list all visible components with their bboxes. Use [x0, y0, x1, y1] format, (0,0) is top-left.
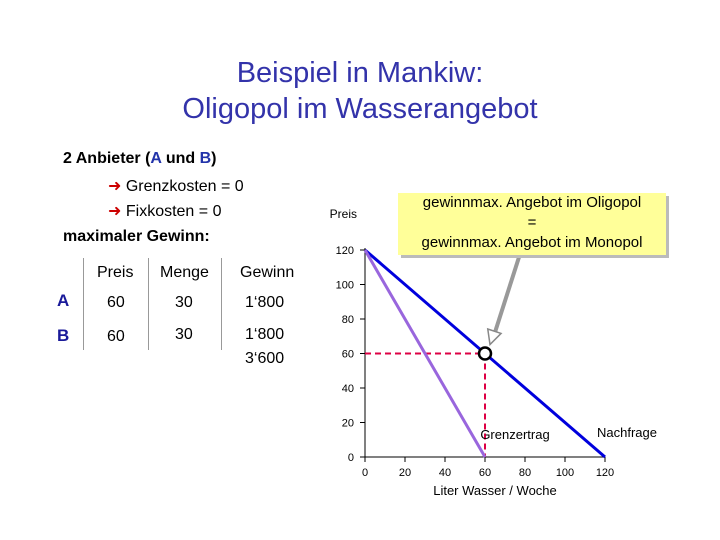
- table-total-gewinn: 3‘600: [245, 350, 285, 367]
- firm-b-label: B: [199, 150, 212, 167]
- arrow-right-icon: ➜: [108, 178, 122, 195]
- arrow-right-icon: ➜: [108, 203, 122, 220]
- table-cell-gewinn: 1‘800: [245, 294, 285, 311]
- x-tick-label: 120: [596, 467, 614, 479]
- slide-title: Beispiel in Mankiw: Oligopol im Wasseran…: [0, 55, 720, 127]
- y-tick-label: 120: [336, 245, 354, 257]
- marginal-revenue-label: Grenzertrag: [480, 427, 549, 442]
- intro-line-1: 2 Anbieter (A und B): [63, 150, 217, 167]
- callout-arrow: [486, 253, 522, 347]
- x-tick-label: 40: [439, 467, 451, 479]
- table-divider: [148, 258, 149, 350]
- table-divider: [221, 258, 222, 350]
- table-row-firm: B: [57, 326, 70, 345]
- firm-a-label: A: [150, 150, 162, 167]
- callout-line-2: =: [527, 214, 537, 231]
- x-axis-title: Liter Wasser / Woche: [433, 483, 557, 498]
- x-tick-label: 60: [479, 467, 491, 479]
- table-cell-gewinn: 1‘800: [245, 326, 285, 343]
- y-tick-label: 100: [336, 280, 354, 292]
- table-cell-menge: 30: [175, 326, 193, 343]
- demand-label: Nachfrage: [597, 425, 657, 440]
- table-cell-menge: 30: [175, 294, 193, 311]
- table-cell-preis: 60: [107, 328, 125, 345]
- x-tick-label: 80: [519, 467, 531, 479]
- callout-box: gewinnmax. Angebot im Oligopol = gewinnm…: [398, 193, 666, 255]
- intro-line-2: ➜ Grenzkosten = 0: [108, 178, 244, 195]
- y-tick-label: 40: [342, 383, 354, 395]
- title-line-1: Beispiel in Mankiw:: [236, 57, 484, 89]
- marginal-revenue-line: [363, 249, 487, 458]
- chart-labels: 0 20 40 60 80 100 120 0 20 40 60 80 100 120 Preis Liter…: [330, 207, 657, 498]
- optimum-point: [477, 346, 493, 361]
- callout-arrow-head: [486, 327, 503, 347]
- table-header-menge: Menge: [160, 264, 209, 281]
- title-line-2: Oligopol im Wasserangebot: [182, 93, 538, 125]
- table-divider: [83, 258, 84, 350]
- y-tick-label: 20: [342, 418, 354, 430]
- x-tick-label: 0: [362, 467, 368, 479]
- intro-line-4: maximaler Gewinn:: [63, 228, 210, 245]
- y-axis-title: Preis: [330, 207, 357, 221]
- y-tick-label: 0: [348, 452, 354, 464]
- table-cell-preis: 60: [107, 294, 125, 311]
- x-tick-label: 20: [399, 467, 411, 479]
- intro-line-3: ➜ Fixkosten = 0: [108, 203, 222, 220]
- x-tick-label: 100: [556, 467, 574, 479]
- table-header-gewinn: Gewinn: [240, 264, 295, 281]
- y-tick-label: 80: [342, 314, 354, 326]
- optimum-guides: [365, 352, 486, 457]
- table-header-preis: Preis: [97, 264, 134, 281]
- y-tick-label: 60: [342, 349, 354, 361]
- callout-line-3: gewinnmax. Angebot im Monopol: [421, 234, 643, 251]
- chart-series: [363, 248, 606, 459]
- callout-arrow-shaft: [491, 253, 522, 340]
- table-row-firm: A: [57, 291, 70, 310]
- callout-line-1: gewinnmax. Angebot im Oligopol: [422, 194, 642, 211]
